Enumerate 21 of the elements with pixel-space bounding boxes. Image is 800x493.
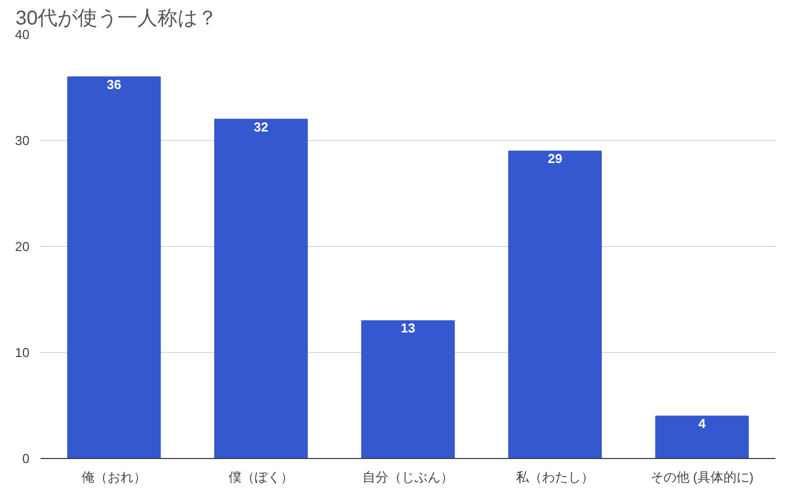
data-label: 32 [254, 119, 268, 134]
x-tick-label: 自分（じぶん） [362, 470, 454, 484]
x-tick-label: その他 (具体的に) [650, 470, 754, 484]
x-tick-label: 俺（おれ） [82, 470, 146, 484]
chart-title: 30代が使う一人称は？ [16, 8, 218, 30]
y-tick-label: 40 [15, 27, 30, 42]
x-tick-label: 僕（ぼく） [228, 470, 294, 484]
bar [655, 416, 749, 458]
y-tick-label: 10 [15, 345, 30, 360]
data-label: 4 [698, 416, 706, 432]
data-label: 13 [400, 320, 416, 336]
data-label: 36 [106, 76, 122, 92]
bar [508, 150, 602, 458]
y-tick-label: 30 [15, 133, 30, 148]
x-tick-label: 私（わたし） [516, 470, 594, 484]
data-label: 29 [548, 151, 562, 166]
y-tick-label: 20 [15, 239, 30, 254]
bar [361, 320, 455, 458]
bar [214, 118, 308, 458]
y-tick-label: 0 [22, 451, 30, 466]
bar [67, 76, 161, 458]
